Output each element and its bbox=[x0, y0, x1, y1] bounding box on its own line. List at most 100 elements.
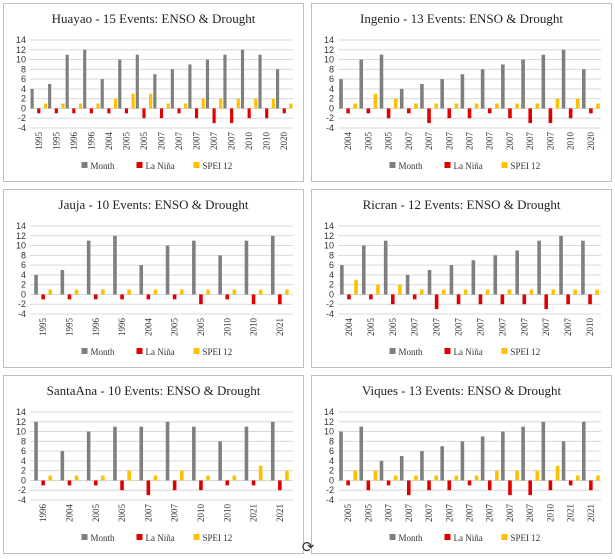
legend-label-month: Month bbox=[91, 161, 116, 171]
x-tick-label: 2010 bbox=[249, 318, 259, 337]
bar-month bbox=[449, 265, 454, 295]
bar-la-nina bbox=[120, 294, 124, 300]
bar-spei bbox=[206, 289, 210, 295]
x-tick-label: 2010 bbox=[566, 132, 576, 151]
bar-spei bbox=[474, 475, 479, 481]
legend-swatch-la-nina bbox=[444, 348, 451, 354]
bar-month bbox=[521, 59, 525, 109]
bar-spei bbox=[153, 475, 158, 481]
bar-la-nina bbox=[589, 480, 593, 491]
bar-month bbox=[471, 260, 476, 295]
bar-spei bbox=[43, 103, 48, 109]
y-tick-label: 14 bbox=[16, 35, 26, 45]
bar-month bbox=[100, 79, 104, 109]
bar-spei bbox=[48, 289, 53, 295]
x-tick-label: 2021 bbox=[275, 504, 285, 522]
y-tick-label: 8 bbox=[21, 64, 26, 74]
y-tick-label: 2 bbox=[21, 280, 26, 290]
rotate-handle-icon[interactable]: ⟳ bbox=[301, 538, 315, 556]
y-tick-label: 14 bbox=[16, 221, 26, 231]
legend-swatch-month bbox=[81, 162, 88, 168]
legend-label-month: Month bbox=[399, 347, 424, 357]
x-tick-label: 2007 bbox=[454, 318, 464, 337]
chart-title: Huayao - 15 Events: ENSO & Drought bbox=[52, 11, 256, 26]
legend-label-spei: SPEI 12 bbox=[511, 161, 541, 171]
bar-month bbox=[113, 426, 117, 481]
bar-la-nina bbox=[67, 294, 72, 300]
bar-month bbox=[359, 59, 364, 109]
y-tick-label: 0 bbox=[329, 289, 334, 299]
legend-swatch-spei bbox=[193, 348, 200, 354]
bar-month bbox=[501, 64, 505, 109]
x-tick-label: 2007 bbox=[209, 132, 219, 151]
y-tick-label: 4 bbox=[329, 84, 334, 94]
bar-la-nina bbox=[500, 294, 505, 305]
x-tick-label: 2007 bbox=[444, 132, 454, 151]
chart-panel: Viques - 13 Events: ENSO & Drought -4 -2 0 2… bbox=[311, 375, 612, 554]
y-tick-label: 0 bbox=[21, 475, 26, 485]
y-tick-label: 8 bbox=[329, 436, 334, 446]
bar-month bbox=[135, 54, 139, 109]
y-tick-label: 12 bbox=[324, 231, 334, 241]
bar-spei bbox=[535, 103, 540, 109]
bar-spei bbox=[101, 475, 105, 481]
y-tick-label: -4 bbox=[326, 495, 334, 505]
x-tick-label: 2005 bbox=[363, 132, 373, 151]
y-tick-label: 0 bbox=[329, 475, 334, 485]
bar-month bbox=[361, 245, 366, 295]
chart-svg: SantaAna - 10 Events: ENSO & Drought -4-2… bbox=[16, 383, 293, 543]
bar-la-nina bbox=[347, 294, 351, 300]
bar-la-nina bbox=[72, 108, 76, 114]
bar-la-nina bbox=[146, 294, 151, 300]
chart-svg: Huayao - 15 Events: ENSO & Drought-4-202… bbox=[16, 11, 293, 171]
bar-la-nina bbox=[172, 480, 177, 491]
legend-swatch-la-nina bbox=[444, 162, 451, 168]
bar-spei bbox=[414, 103, 418, 109]
bar-la-nina bbox=[568, 108, 573, 119]
bar-spei bbox=[485, 289, 490, 295]
y-tick-label: 0 bbox=[21, 289, 26, 299]
bar-spei bbox=[48, 475, 53, 481]
bar-month bbox=[559, 235, 563, 295]
y-tick-label: -2 bbox=[326, 299, 334, 309]
bar-la-nina bbox=[93, 294, 98, 300]
x-tick-label: 1996 bbox=[69, 132, 79, 151]
bar-month bbox=[427, 270, 432, 295]
x-tick-label: 2004 bbox=[344, 318, 354, 337]
bar-la-nina bbox=[282, 108, 286, 114]
bar-la-nina bbox=[487, 108, 492, 114]
x-tick-label: 1996 bbox=[86, 132, 96, 151]
legend-swatch-month bbox=[389, 348, 396, 354]
legend-label-la-nina: La Niña bbox=[146, 533, 175, 543]
x-tick-label: 1996 bbox=[91, 318, 101, 337]
bar-month bbox=[383, 240, 388, 295]
bar-spei bbox=[495, 103, 499, 109]
bar-month bbox=[244, 240, 249, 295]
x-tick-label: 2007 bbox=[410, 318, 420, 337]
bar-month bbox=[139, 426, 144, 481]
y-tick-label: 4 bbox=[329, 456, 334, 466]
y-tick-label: 10 bbox=[324, 427, 334, 437]
bar-la-nina bbox=[41, 294, 45, 300]
y-tick-label: 6 bbox=[329, 446, 334, 456]
bar-la-nina bbox=[427, 480, 431, 491]
x-tick-label: 2005 bbox=[170, 318, 180, 337]
bar-la-nina bbox=[107, 108, 111, 114]
y-tick-label: 12 bbox=[324, 45, 334, 55]
x-tick-label: 2007 bbox=[143, 504, 153, 523]
y-tick-label: 10 bbox=[324, 241, 334, 251]
bar-month bbox=[581, 240, 585, 295]
bar-spei bbox=[78, 103, 83, 109]
y-tick-label: 6 bbox=[329, 260, 334, 270]
y-tick-label: 0 bbox=[21, 103, 26, 113]
bar-spei bbox=[434, 475, 438, 481]
chart-panel: Jauja - 10 Events: ENSO & Drought -4 -2 0 2 4… bbox=[3, 189, 304, 368]
y-tick-label: -2 bbox=[326, 113, 334, 123]
bar-la-nina bbox=[366, 108, 371, 114]
x-tick-label: 2007 bbox=[541, 318, 551, 337]
x-tick-label: 2005 bbox=[121, 132, 131, 151]
legend-swatch-spei bbox=[501, 162, 508, 168]
x-tick-label: 2010 bbox=[222, 504, 232, 523]
bar-la-nina bbox=[434, 294, 439, 310]
bar-la-nina bbox=[522, 294, 527, 305]
